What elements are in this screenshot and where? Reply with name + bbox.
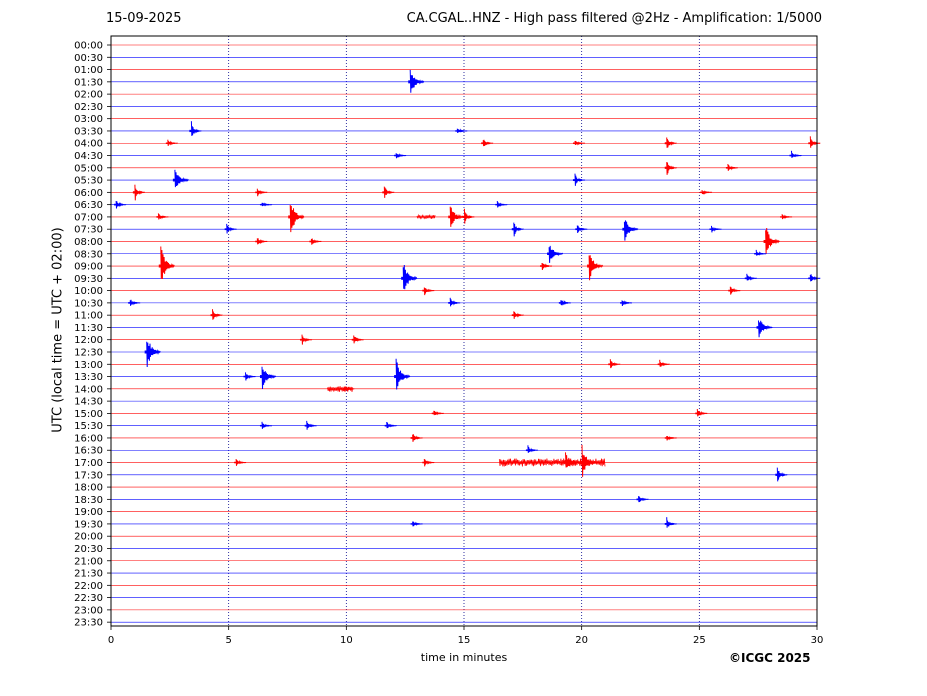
y-tick-label: 06:30 [74,200,103,211]
y-tick-label: 10:00 [74,286,103,297]
y-tick-label: 06:00 [74,188,103,199]
x-axis-label: time in minutes [420,651,508,664]
x-tick-label: 15 [458,635,471,646]
y-tick-label: 13:30 [74,372,103,383]
event-mark [746,273,757,281]
y-tick-label: 02:00 [74,90,103,101]
x-ticks: 0 5 10 15 20 25 30 [108,626,824,646]
y-tick-label: 04:00 [74,139,103,150]
y-tick-label: 11:30 [74,323,103,334]
event-mark [666,517,677,528]
x-tick-label: 25 [693,635,706,646]
y-tick-label: 01:00 [74,65,103,76]
seismic-events [114,69,821,528]
y-tick-label: 22:30 [74,593,103,604]
y-tick-label: 00:00 [74,41,103,52]
y-tick-label: 17:30 [74,470,103,481]
noise-burst [416,213,436,220]
y-tick-label: 15:00 [74,409,103,420]
y-tick-label: 04:30 [74,151,103,162]
y-tick-label: 10:30 [74,298,103,309]
y-tick-label: 00:30 [74,53,103,64]
event-mark [395,358,411,390]
chart-title: CA.CGAL..HNZ - High pass filtered @2Hz -… [406,11,822,26]
y-tick-label: 14:30 [74,397,103,408]
y-tick-label: 23:30 [74,618,103,629]
event-mark [190,121,202,136]
x-tick-label: 20 [575,635,588,646]
event-mark [146,341,161,368]
event-mark [289,204,305,233]
y-tick-label: 07:30 [74,225,103,236]
y-tick-label: 14:00 [74,384,103,395]
y-tick-label: 18:30 [74,495,103,506]
y-tick-label: 20:00 [74,532,103,543]
x-tick-label: 30 [811,635,824,646]
y-tick-label: 08:00 [74,237,103,248]
y-tick-label: 21:00 [74,556,103,567]
y-tick-label: 11:00 [74,311,103,322]
y-tick-label: 01:30 [74,77,103,88]
grid-lines [228,36,700,626]
event-mark [174,169,189,188]
x-tick-label: 10 [340,635,353,646]
y-tick-label: 09:00 [74,262,103,273]
y-tick-label: 03:00 [74,114,103,125]
event-mark [588,255,604,281]
event-mark [160,246,175,280]
event-mark [755,249,767,256]
y-tick-label: 03:30 [74,126,103,137]
y-tick-label: 18:00 [74,483,103,494]
y-tick-label: 07:00 [74,212,103,223]
y-tick-label: 05:00 [74,163,103,174]
y-tick-label: 15:30 [74,421,103,432]
event-mark [527,445,539,453]
y-tick-label: 05:30 [74,176,103,187]
y-tick-label: 22:00 [74,581,103,592]
x-tick-label: 0 [108,635,114,646]
event-mark [791,150,802,158]
y-tick-label: 16:30 [74,446,103,457]
event-mark [758,320,773,338]
y-tick-label: 17:00 [74,458,103,469]
y-tick-label: 21:30 [74,569,103,580]
x-tick-label: 5 [225,635,231,646]
y-tick-label: 16:00 [74,433,103,444]
y-tick-label: 20:30 [74,544,103,555]
y-tick-label: 08:30 [74,249,103,260]
y-tick-label: 23:00 [74,605,103,616]
y-tick-label: 13:00 [74,360,103,371]
noise-burst [498,458,606,467]
y-tick-label: 12:00 [74,335,103,346]
copyright-label: ©ICGC 2025 [729,651,811,665]
noise-burst [327,386,354,392]
event-mark [809,136,821,148]
y-tick-label: 19:30 [74,519,103,530]
y-tick-label: 09:30 [74,274,103,285]
date-label: 15-09-2025 [106,11,182,26]
y-tick-label: 12:30 [74,348,103,359]
y-tick-label: 19:00 [74,507,103,518]
event-mark [659,359,670,367]
y-tick-label: 02:30 [74,102,103,113]
